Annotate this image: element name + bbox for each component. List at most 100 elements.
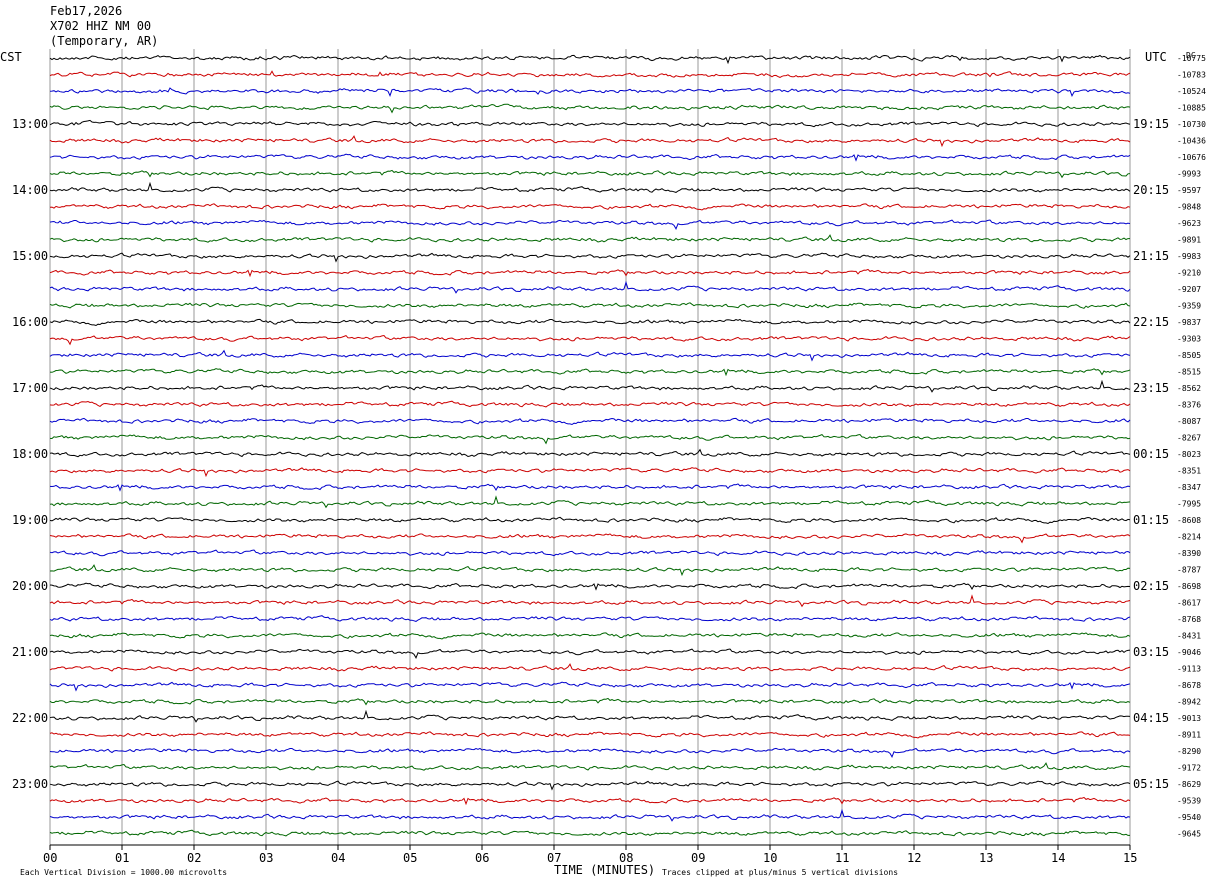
trace-row <box>49 417 1131 426</box>
trace-row <box>49 663 1131 672</box>
trace-row <box>49 796 1131 806</box>
left-hour-label: 19:00 <box>12 513 48 527</box>
x-tick-label: 15 <box>1123 851 1137 865</box>
dc-offset-label: -9540 <box>1177 813 1201 822</box>
trace-row <box>49 169 1131 179</box>
trace-row <box>49 582 1131 591</box>
station-network: (Temporary, AR) <box>50 34 159 48</box>
trace-row <box>49 153 1131 162</box>
right-hour-label: 04:15 <box>1133 711 1169 725</box>
trace-row <box>49 615 1131 622</box>
dc-offset-label: -9113 <box>1177 665 1201 674</box>
x-tick-label: 14 <box>1051 851 1065 865</box>
left-hour-label: 17:00 <box>12 381 48 395</box>
dc-offset-label: -8267 <box>1177 434 1201 443</box>
trace-row <box>49 762 1131 771</box>
dc-offset-label: -9891 <box>1177 236 1201 245</box>
dc-offset-label: -10730 <box>1177 120 1206 129</box>
right-hour-label: 20:15 <box>1133 183 1169 197</box>
right-hour-label: 01:15 <box>1133 513 1169 527</box>
dc-offset-label: -8698 <box>1177 582 1201 591</box>
dc-offset-label: -9359 <box>1177 302 1201 311</box>
x-tick-label: 08 <box>619 851 633 865</box>
dc-offset-label: -8608 <box>1177 516 1201 525</box>
dc-offset-label: -8942 <box>1177 698 1201 707</box>
seismic-traces <box>49 54 1131 837</box>
clip-note: Traces clipped at plus/minus 5 vertical … <box>662 868 898 877</box>
trace-row <box>49 87 1131 98</box>
x-tick-label: 10 <box>763 851 777 865</box>
left-timezone-label: CST <box>0 50 22 64</box>
right-hour-label: 21:15 <box>1133 249 1169 263</box>
trace-row <box>49 448 1131 458</box>
x-tick-label: 04 <box>331 851 345 865</box>
left-hour-label: 15:00 <box>12 249 48 263</box>
trace-row <box>49 731 1131 739</box>
scale-note: Each Vertical Division = 1000.00 microvo… <box>20 868 227 877</box>
right-hour-label: 03:15 <box>1133 645 1169 659</box>
trace-row <box>49 379 1131 393</box>
x-tick-label: 02 <box>187 851 201 865</box>
left-hour-label: 18:00 <box>12 447 48 461</box>
dc-offset-label: -9597 <box>1177 186 1201 195</box>
trace-row <box>49 203 1131 211</box>
right-hour-label: 00:15 <box>1133 447 1169 461</box>
trace-row <box>49 780 1131 791</box>
trace-row <box>49 318 1131 327</box>
trace-row <box>49 219 1131 230</box>
dc-offset-label: -8505 <box>1177 351 1201 360</box>
x-tick-label: 06 <box>475 851 489 865</box>
trace-row <box>49 648 1131 659</box>
dc-offset-label: -8351 <box>1177 467 1201 476</box>
trace-row <box>49 747 1131 758</box>
dc-offset-label: -9623 <box>1177 219 1201 228</box>
trace-row <box>49 516 1131 525</box>
dc-offset-label: -9013 <box>1177 714 1201 723</box>
dc-offset-label: -10524 <box>1177 87 1206 96</box>
trace-row <box>49 252 1131 263</box>
dc-offset-label: -10775 <box>1177 54 1206 63</box>
trace-row <box>49 181 1131 193</box>
trace-row <box>49 829 1130 837</box>
trace-row <box>49 533 1131 544</box>
x-tick-label: 03 <box>259 851 273 865</box>
right-hour-label: 22:15 <box>1133 315 1169 329</box>
x-tick-label: 00 <box>43 851 57 865</box>
trace-row <box>49 808 1131 822</box>
dc-offset-label: -8214 <box>1177 533 1201 542</box>
trace-row <box>49 549 1131 557</box>
left-hour-label: 23:00 <box>12 777 48 791</box>
right-hour-label: 23:15 <box>1133 381 1169 395</box>
trace-row <box>49 681 1131 692</box>
trace-row <box>49 119 1131 128</box>
right-hour-label: 19:15 <box>1133 117 1169 131</box>
dc-offset-label: -10436 <box>1177 137 1206 146</box>
trace-row <box>49 564 1131 577</box>
left-hour-label: 20:00 <box>12 579 48 593</box>
dc-offset-label: -9539 <box>1177 797 1201 806</box>
trace-row <box>49 135 1131 148</box>
minute-gridlines <box>49 49 1131 850</box>
x-tick-label: 11 <box>835 851 849 865</box>
trace-row <box>49 234 1130 243</box>
trace-row <box>49 594 1131 608</box>
dc-label: DC <box>1186 51 1196 60</box>
trace-row <box>49 280 1131 294</box>
trace-row <box>49 302 1131 309</box>
dc-offset-label: -9645 <box>1177 830 1201 839</box>
trace-row <box>49 54 1131 65</box>
trace-row <box>49 697 1131 706</box>
right-timezone-label: UTC <box>1145 50 1167 64</box>
dc-offset-label: -8787 <box>1177 566 1201 575</box>
x-tick-label: 07 <box>547 851 561 865</box>
station-date: Feb17,2026 <box>50 4 123 18</box>
left-hour-label: 14:00 <box>12 183 48 197</box>
x-tick-label: 01 <box>115 851 129 865</box>
x-tick-label: 12 <box>907 851 921 865</box>
x-axis-title: TIME (MINUTES) <box>554 863 655 877</box>
x-tick-label: 05 <box>403 851 417 865</box>
trace-row <box>49 632 1131 640</box>
left-hour-label: 13:00 <box>12 117 48 131</box>
dc-offset-label: -9207 <box>1177 285 1201 294</box>
